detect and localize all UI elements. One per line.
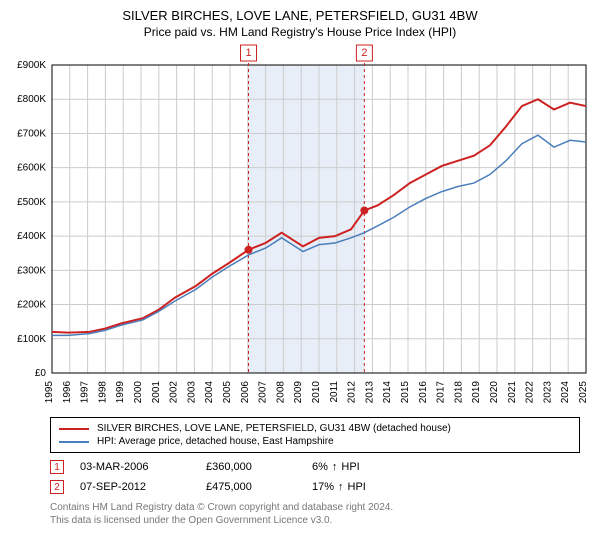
sale-hpi-label-2: HPI xyxy=(348,481,366,493)
svg-text:£500K: £500K xyxy=(17,197,46,208)
svg-text:2005: 2005 xyxy=(222,381,233,404)
svg-text:2009: 2009 xyxy=(293,381,304,404)
svg-text:2013: 2013 xyxy=(364,381,375,404)
svg-text:£100K: £100K xyxy=(17,334,46,345)
legend-label-hpi: HPI: Average price, detached house, East… xyxy=(97,436,334,447)
footer-line-2: This data is licensed under the Open Gov… xyxy=(50,514,580,527)
svg-text:2019: 2019 xyxy=(471,381,482,404)
svg-text:1997: 1997 xyxy=(80,381,91,404)
svg-text:2011: 2011 xyxy=(329,381,340,403)
svg-text:2022: 2022 xyxy=(525,381,536,404)
arrow-up-icon: ↑ xyxy=(332,461,338,473)
svg-text:1996: 1996 xyxy=(62,381,73,404)
sale-hpi-2: 17% ↑ HPI xyxy=(312,481,366,493)
svg-text:2003: 2003 xyxy=(186,381,197,404)
svg-text:£600K: £600K xyxy=(17,163,46,174)
svg-text:2006: 2006 xyxy=(240,381,251,404)
svg-text:2016: 2016 xyxy=(418,381,429,404)
sale-date-1: 03-MAR-2006 xyxy=(80,461,190,473)
sale-hpi-1: 6% ↑ HPI xyxy=(312,461,360,473)
svg-text:1: 1 xyxy=(245,47,251,59)
svg-text:£200K: £200K xyxy=(17,300,46,311)
svg-text:2023: 2023 xyxy=(542,381,553,404)
sale-hpi-pct-1: 6% xyxy=(312,461,328,473)
chart-title-main: SILVER BIRCHES, LOVE LANE, PETERSFIELD, … xyxy=(0,0,600,23)
footer-line-1: Contains HM Land Registry data © Crown c… xyxy=(50,501,580,514)
svg-text:1999: 1999 xyxy=(115,381,126,404)
footer-note: Contains HM Land Registry data © Crown c… xyxy=(50,501,580,527)
svg-text:2001: 2001 xyxy=(151,381,162,404)
sale-hpi-label-1: HPI xyxy=(341,461,359,473)
svg-text:2020: 2020 xyxy=(489,381,500,404)
chart-plot-area: £0£100K£200K£300K£400K£500K£600K£700K£80… xyxy=(50,43,588,413)
svg-text:2008: 2008 xyxy=(275,381,286,404)
svg-text:2007: 2007 xyxy=(258,381,269,404)
legend-row-hpi: HPI: Average price, detached house, East… xyxy=(59,435,571,448)
sale-date-2: 07-SEP-2012 xyxy=(80,481,190,493)
svg-text:2002: 2002 xyxy=(169,381,180,404)
sale-price-2: £475,000 xyxy=(206,481,296,493)
svg-text:2018: 2018 xyxy=(453,381,464,404)
svg-text:1998: 1998 xyxy=(97,381,108,404)
svg-text:2024: 2024 xyxy=(560,381,571,404)
svg-text:2000: 2000 xyxy=(133,381,144,404)
legend-swatch-property xyxy=(59,428,89,430)
svg-text:£0: £0 xyxy=(35,368,47,379)
svg-text:2025: 2025 xyxy=(578,381,589,404)
sale-hpi-pct-2: 17% xyxy=(312,481,334,493)
svg-text:2012: 2012 xyxy=(347,381,358,404)
svg-text:£900K: £900K xyxy=(17,60,46,71)
chart-title-sub: Price paid vs. HM Land Registry's House … xyxy=(0,23,600,43)
svg-text:£400K: £400K xyxy=(17,231,46,242)
sale-price-1: £360,000 xyxy=(206,461,296,473)
svg-text:2017: 2017 xyxy=(436,381,447,404)
sale-row-1: 1 03-MAR-2006 £360,000 6% ↑ HPI xyxy=(50,457,580,477)
svg-text:2004: 2004 xyxy=(204,381,215,404)
arrow-up-icon: ↑ xyxy=(338,481,344,493)
legend-row-property: SILVER BIRCHES, LOVE LANE, PETERSFIELD, … xyxy=(59,422,571,435)
sale-marker-2: 2 xyxy=(50,480,64,494)
svg-text:2021: 2021 xyxy=(507,381,518,404)
svg-text:£800K: £800K xyxy=(17,94,46,105)
svg-text:£300K: £300K xyxy=(17,265,46,276)
legend-label-property: SILVER BIRCHES, LOVE LANE, PETERSFIELD, … xyxy=(97,423,451,434)
sale-row-2: 2 07-SEP-2012 £475,000 17% ↑ HPI xyxy=(50,477,580,497)
legend-swatch-hpi xyxy=(59,441,89,443)
chart-container: SILVER BIRCHES, LOVE LANE, PETERSFIELD, … xyxy=(0,0,600,560)
sale-marker-1: 1 xyxy=(50,460,64,474)
svg-text:1995: 1995 xyxy=(44,381,55,404)
svg-text:2: 2 xyxy=(361,47,367,59)
svg-text:2014: 2014 xyxy=(382,381,393,404)
svg-text:2015: 2015 xyxy=(400,381,411,404)
svg-text:2010: 2010 xyxy=(311,381,322,404)
svg-text:£700K: £700K xyxy=(17,128,46,139)
chart-svg: £0£100K£200K£300K£400K£500K£600K£700K£80… xyxy=(50,43,588,413)
sales-block: 1 03-MAR-2006 £360,000 6% ↑ HPI 2 07-SEP… xyxy=(50,457,580,497)
legend-panel: SILVER BIRCHES, LOVE LANE, PETERSFIELD, … xyxy=(50,417,580,453)
